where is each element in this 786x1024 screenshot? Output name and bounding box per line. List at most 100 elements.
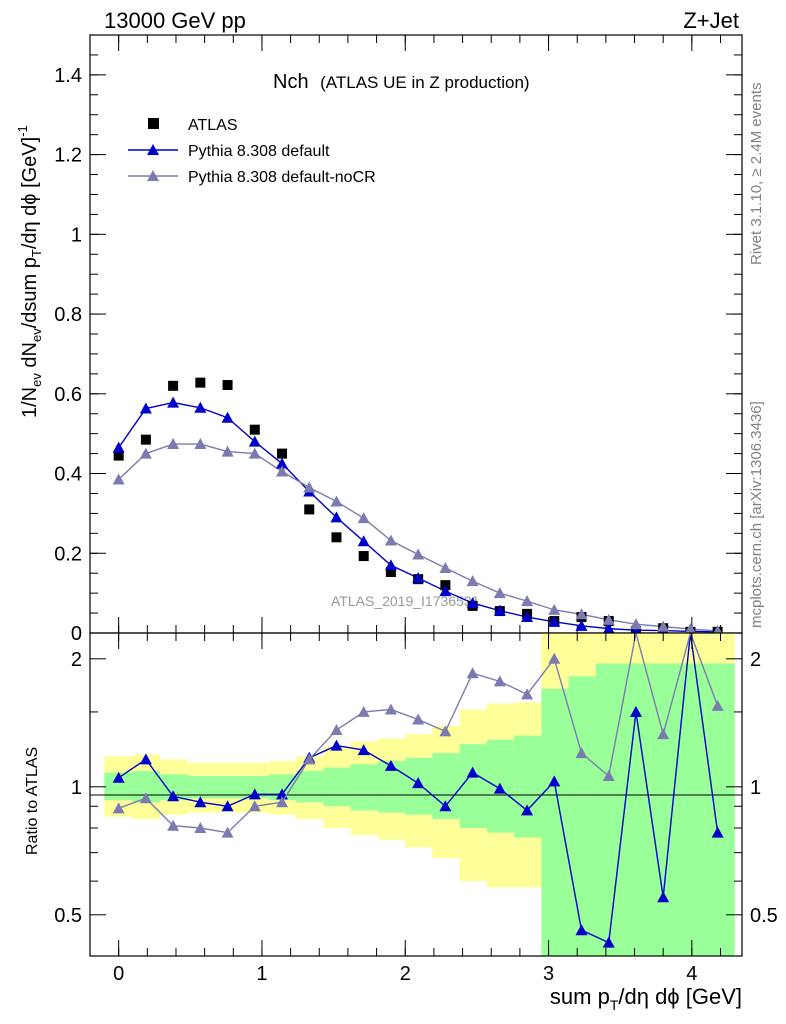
mc-data-point-2: [330, 495, 343, 507]
mc-data-point-1: [330, 511, 343, 523]
ratio-point-0: [629, 705, 642, 717]
atlas-data-point: [222, 380, 233, 391]
ratio-point-0: [493, 782, 506, 794]
ratio-point-1: [194, 822, 207, 834]
ratio-point-0: [357, 744, 370, 756]
ratio-point-1: [548, 652, 561, 664]
ratio-point-1: [276, 796, 289, 808]
uncertainty-band-stat: [323, 767, 351, 807]
mc-data-point-2: [112, 473, 125, 485]
ratio-point-1: [248, 800, 261, 812]
ratio-y-tick-label: 1: [71, 777, 82, 799]
ratio-point-0: [657, 891, 670, 903]
uncertainty-band-stat: [704, 663, 735, 956]
watermark: ATLAS_2019_I1736531: [331, 593, 480, 609]
mc-data-point-2: [684, 623, 697, 635]
y-tick-label: 1.2: [54, 145, 82, 167]
mc-data-point-1: [493, 604, 506, 616]
uncertainty-band-stat: [541, 688, 569, 956]
ratio-point-1: [711, 699, 724, 711]
uncertainty-band-stat: [187, 776, 215, 799]
main-y-axis-label: 1/Nev dNev/dsum pT/dη dϕ [GeV]-1: [15, 125, 44, 418]
ratio-point-1: [330, 724, 343, 736]
ratio-point-1: [602, 770, 615, 782]
uncertainty-band-stat: [459, 744, 487, 829]
mc-data-point-1: [466, 597, 479, 609]
side-label-bottom: mcplots.cern.ch [arXiv:1306.3436]: [748, 401, 765, 628]
atlas-data-point: [304, 504, 315, 515]
atlas-data-point: [168, 380, 179, 391]
uncertainty-band-stat: [296, 770, 324, 803]
ratio-point-0: [575, 924, 588, 936]
ratio-y-tick-label: 2: [71, 649, 82, 671]
x-tick-label: 2: [400, 963, 411, 985]
plot-title-main: Nch: [273, 71, 309, 93]
ratio-point-1: [167, 819, 180, 831]
ratio-point-0: [112, 771, 125, 783]
mc-data-point-2: [602, 613, 615, 625]
ratio-point-0: [521, 804, 534, 816]
legend-marker-2: [147, 170, 159, 181]
header-right: Z+Jet: [683, 8, 739, 33]
ratio-point-1: [657, 728, 670, 740]
uncertainty-band-stat: [514, 735, 542, 838]
legend-marker-1: [147, 144, 159, 155]
main-plot-panel: 0 0.2 0.4 0.6 0.8 1 1.2 1.4 Nch (ATLAS UE in Z …: [54, 34, 743, 645]
mc-data-point-2: [303, 481, 316, 493]
ratio-point-0: [548, 775, 561, 787]
ratio-point-0: [330, 739, 343, 751]
uncertainty-band-stat: [568, 676, 596, 956]
legend-marker-atlas: [148, 118, 159, 129]
legend-label-0: ATLAS: [188, 117, 238, 134]
side-label-top: Rivet 3.1.10, ≥ 2.4M events: [748, 83, 765, 266]
ratio-point-1: [221, 826, 234, 838]
mc-data-point-2: [466, 575, 479, 587]
ratio-y-axis-label: Ratio to ATLAS: [24, 747, 41, 855]
ratio-point-1: [139, 792, 152, 804]
ratio-plot-frame: [89, 632, 743, 957]
mc-data-point-2: [276, 465, 289, 477]
ratio-plot-panel: 0.5 0.5 1 1 2 2 0 1 2 3 4: [54, 630, 778, 985]
atlas-data-point: [331, 532, 342, 543]
ratio-point-1: [412, 713, 425, 725]
atlas-data-point: [195, 377, 206, 388]
mc-data-point-1: [548, 615, 561, 627]
ratio-point-0: [221, 800, 234, 812]
mc-data-point-2: [629, 618, 642, 630]
mc-data-point-1: [167, 396, 180, 408]
ratio-y-tick-label-right: 1: [750, 777, 761, 799]
uncertainty-band-stat: [350, 764, 379, 811]
atlas-data-point: [358, 551, 369, 562]
plot-title-sub: (ATLAS UE in Z production): [320, 73, 529, 92]
mc-data-point-1: [602, 622, 615, 634]
ratio-point-1: [466, 667, 479, 679]
legend-label-2: Pythia 8.308 default-noCR: [188, 169, 376, 186]
mc-data-point-2: [412, 548, 425, 560]
uncertainty-band-stat: [241, 776, 270, 799]
mc-data-point-2: [384, 534, 397, 546]
mc-data-point-2: [167, 438, 180, 450]
mc-data-point-1: [276, 457, 289, 469]
y-tick-label: 0: [71, 623, 82, 645]
mc-data-point-1: [139, 402, 152, 414]
mc-data-point-1: [575, 619, 588, 631]
x-tick-label: 0: [113, 963, 124, 985]
mc-data-point-1: [221, 411, 234, 423]
y-tick-label: 0.2: [54, 543, 82, 565]
header-left: 13000 GeV pp: [104, 8, 246, 33]
mc-data-point-1: [112, 441, 125, 453]
ratio-y-tick-label-right: 0.5: [750, 905, 778, 927]
mc-data-point-2: [357, 512, 370, 524]
ratio-point-0: [139, 753, 152, 765]
mc-data-point-1: [439, 585, 452, 597]
ratio-point-1: [112, 802, 125, 814]
ratio-point-1: [439, 725, 452, 737]
atlas-data-point: [249, 424, 260, 435]
ratio-y-tick-label-right: 2: [750, 649, 761, 671]
ratio-point-1: [303, 753, 316, 765]
plot-title: Nch (ATLAS UE in Z production): [273, 71, 530, 93]
y-tick-label: 0.8: [54, 304, 82, 326]
mc-data-point-2: [139, 447, 152, 459]
ratio-point-1: [357, 705, 370, 717]
ratio-point-1: [493, 675, 506, 687]
